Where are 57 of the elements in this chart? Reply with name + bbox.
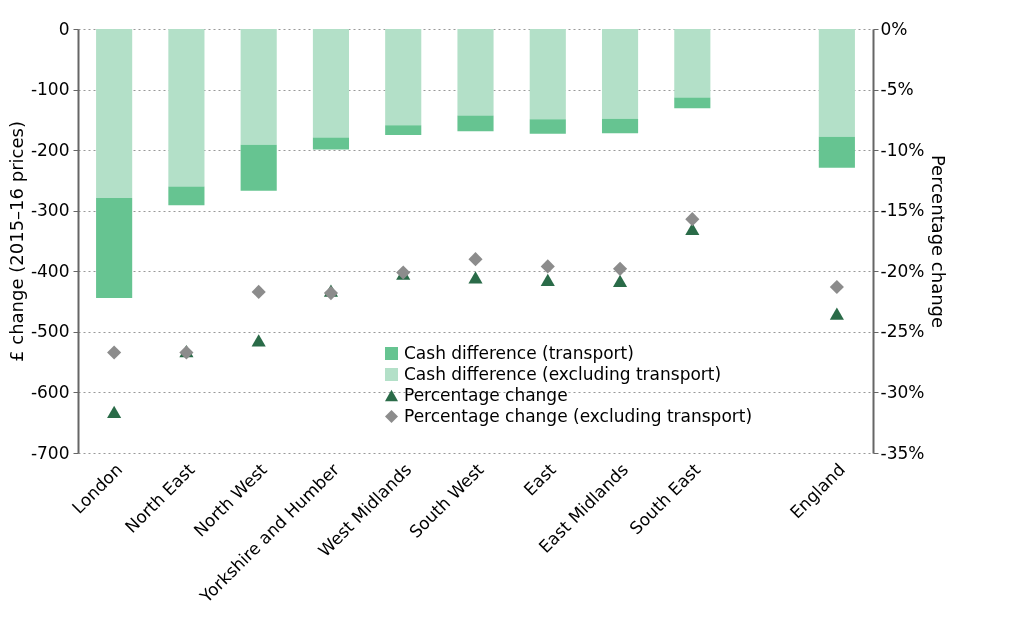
y2-tick-label: -35% [880, 442, 925, 463]
y-tick-label: -300 [30, 200, 70, 221]
y-tick-label: 0 [58, 18, 70, 39]
y-axis-title: £ change (2015–16 prices) [5, 121, 27, 362]
bar [240, 29, 277, 145]
point [107, 345, 122, 360]
bar [818, 29, 855, 137]
bar [529, 119, 566, 134]
point [685, 222, 700, 236]
bar [312, 29, 350, 138]
y2-tick-label: -20% [880, 260, 925, 281]
bar [240, 144, 277, 191]
legend-label: Cash difference (transport) [404, 342, 634, 363]
point [612, 261, 628, 276]
bar [385, 29, 422, 126]
point [540, 273, 555, 286]
y2-axis-title: Percentage change [928, 154, 950, 329]
y-tick-label: -600 [30, 381, 70, 402]
point [829, 279, 844, 295]
bar [457, 29, 494, 116]
point [107, 405, 122, 418]
bar [96, 197, 133, 298]
bar [457, 115, 494, 132]
point [468, 252, 483, 267]
bar [818, 136, 855, 168]
point [323, 286, 339, 301]
y2-tick-label: -25% [880, 321, 925, 342]
point [540, 259, 555, 274]
bar [674, 29, 711, 98]
legend-label: Percentage change (excluding transport) [404, 405, 753, 426]
y2-tick-label: -30% [880, 381, 925, 402]
y2-tick-label: -15% [880, 200, 925, 221]
bar [385, 125, 422, 135]
bar [168, 29, 205, 187]
bar [96, 29, 133, 198]
y2-tick-label: -10% [880, 139, 925, 160]
y2-tick-label: 0% [880, 18, 908, 39]
y-tick-label: -400 [30, 260, 70, 281]
bar [168, 186, 205, 206]
legend-label: Cash difference (excluding transport) [404, 363, 722, 384]
y-tick-label: -100 [30, 79, 70, 100]
bar [674, 97, 711, 109]
bar [601, 118, 639, 134]
y-tick-label: -500 [30, 321, 70, 342]
point [829, 307, 844, 320]
point [468, 271, 483, 284]
point [251, 334, 266, 347]
point [685, 212, 700, 227]
y-tick-label: -700 [30, 442, 70, 463]
point [251, 284, 266, 299]
y-tick-label: -200 [30, 139, 70, 160]
legend-label: Percentage change [404, 384, 568, 405]
y2-tick-label: -5% [880, 79, 914, 100]
point [612, 274, 628, 288]
bar [529, 29, 566, 120]
bar [601, 29, 639, 119]
bar [312, 137, 350, 150]
